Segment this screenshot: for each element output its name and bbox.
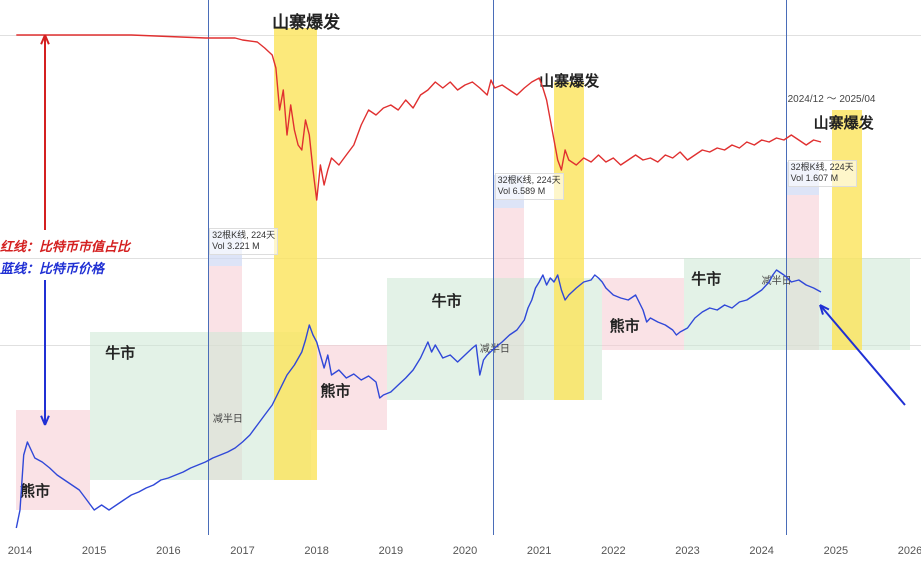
- btc-cycle-chart: 熊市熊市熊市牛市牛市牛市2014201520162017201820192020…: [0, 0, 921, 563]
- chart-svg: [0, 0, 921, 563]
